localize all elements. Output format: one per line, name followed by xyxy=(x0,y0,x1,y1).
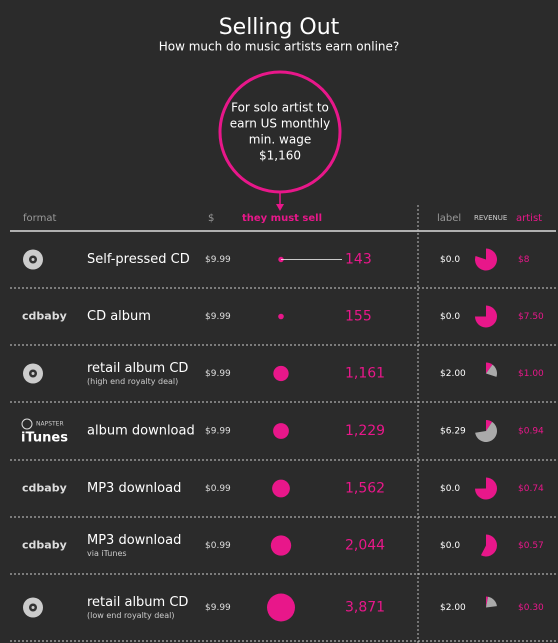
label-revenue: $0.0 xyxy=(440,541,460,551)
sell: 3,871 xyxy=(345,600,385,616)
callout-text: min. wage xyxy=(249,133,311,147)
artist-revenue: $0.74 xyxy=(518,484,544,494)
format: MP3 download xyxy=(87,533,181,548)
price: $9.99 xyxy=(205,312,231,322)
artist-revenue: $1.00 xyxy=(518,369,544,379)
disc-center xyxy=(31,258,35,261)
sell-circle xyxy=(273,423,289,439)
sell: 1,562 xyxy=(345,481,385,497)
price: $9.99 xyxy=(205,603,231,613)
callout-text: For solo artist to xyxy=(231,101,329,115)
pie-slice xyxy=(475,248,498,271)
format: album download xyxy=(87,424,195,439)
disc-center xyxy=(31,372,35,375)
format: Self-pressed CD xyxy=(87,252,190,267)
price: $9.99 xyxy=(205,255,231,265)
sell: 2,044 xyxy=(345,538,385,554)
col-header: they must sell xyxy=(242,213,322,224)
sell-circle xyxy=(270,535,292,556)
callout-text: $1,160 xyxy=(259,149,301,163)
sell: 1,161 xyxy=(345,366,385,382)
sell: 143 xyxy=(345,252,372,268)
title: Selling Out xyxy=(219,15,340,40)
label-revenue: $6.29 xyxy=(440,427,466,437)
sell: 1,229 xyxy=(345,423,385,439)
price: $9.99 xyxy=(205,369,231,379)
price: $0.99 xyxy=(205,541,231,551)
sell: 155 xyxy=(345,309,372,325)
logo-text: cdbaby xyxy=(22,310,67,323)
format: CD album xyxy=(87,309,151,324)
price: $9.99 xyxy=(205,427,231,437)
format-note: via iTunes xyxy=(87,549,127,558)
label-revenue: $0.0 xyxy=(440,484,460,494)
pie-slice xyxy=(486,362,493,374)
pie-slice xyxy=(486,596,497,608)
pie-slice xyxy=(475,421,497,442)
col-header: REVENUE xyxy=(474,214,507,222)
pie-slice xyxy=(486,364,497,377)
disc-center xyxy=(31,606,35,609)
format: retail album CD xyxy=(87,595,188,610)
artist-revenue: $0.94 xyxy=(518,427,544,437)
format: MP3 download xyxy=(87,481,181,496)
price: $0.99 xyxy=(205,484,231,494)
sell-circle xyxy=(267,593,295,622)
col-header: $ xyxy=(208,213,214,224)
subtitle: How much do music artists earn online? xyxy=(159,40,400,54)
label-revenue: $2.00 xyxy=(440,369,466,379)
pie-slice xyxy=(486,420,493,431)
format: retail album CD xyxy=(87,361,188,376)
sell-circle xyxy=(272,479,290,498)
logo-text: cdbaby xyxy=(22,539,67,552)
pie-slice xyxy=(475,477,498,500)
sell-circle xyxy=(278,313,284,320)
sell-circle xyxy=(273,365,289,382)
col-header: label xyxy=(437,213,461,224)
artist-revenue: $0.30 xyxy=(518,603,544,613)
format-note: (high end royalty deal) xyxy=(87,377,178,386)
callout-arrowhead xyxy=(276,204,284,211)
label-revenue: $2.00 xyxy=(440,603,466,613)
logo-text: iTunes xyxy=(21,431,68,446)
pie-slice xyxy=(480,534,498,557)
logo-text: NAPSTER xyxy=(36,421,64,428)
label-revenue: $0.0 xyxy=(440,312,460,322)
artist-revenue: $0.57 xyxy=(518,541,544,551)
col-header: artist xyxy=(516,213,542,224)
callout-text: earn US monthly xyxy=(230,117,330,131)
label-revenue: $0.0 xyxy=(440,255,460,265)
artist-revenue: $8 xyxy=(518,255,530,265)
col-header: format xyxy=(23,213,56,224)
pie-slice xyxy=(486,596,489,608)
logo-text: cdbaby xyxy=(22,482,67,495)
pie-slice xyxy=(475,305,498,328)
logo-icon xyxy=(21,418,33,430)
format-note: (low end royalty deal) xyxy=(87,611,174,620)
artist-revenue: $7.50 xyxy=(518,312,544,322)
